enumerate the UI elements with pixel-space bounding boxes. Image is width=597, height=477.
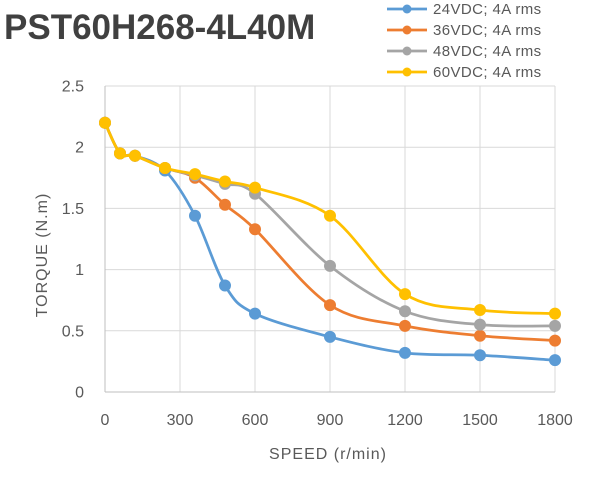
data-point bbox=[474, 303, 486, 316]
data-point bbox=[324, 209, 336, 222]
data-point bbox=[159, 162, 171, 175]
data-point bbox=[549, 334, 561, 347]
legend-entry-60vdc-4a-rms: 60VDC; 4A rms bbox=[387, 64, 542, 81]
y-tick-label: 2 bbox=[75, 140, 84, 157]
x-tick-label: 900 bbox=[317, 412, 344, 429]
x-tick-label: 600 bbox=[242, 412, 269, 429]
y-tick-label: 0.5 bbox=[62, 323, 84, 340]
data-point bbox=[549, 319, 561, 332]
legend: 24VDC; 4A rms 36VDC; 4A rms 48VDC; 4A rms 6… bbox=[387, 1, 542, 81]
x-tick-label: 0 bbox=[101, 412, 110, 429]
legend-label: 36VDC; 4A rms bbox=[433, 22, 542, 39]
legend-entry-36vdc-4a-rms: 36VDC; 4A rms bbox=[387, 22, 542, 39]
data-point bbox=[549, 307, 561, 320]
data-point bbox=[129, 149, 141, 162]
data-point bbox=[324, 330, 336, 343]
legend-marker bbox=[402, 25, 412, 35]
tick-labels: 0 0.5 1 1.5 2 2.5 0 300 600 900 1200 1500 1800 bbox=[62, 79, 573, 430]
y-tick-label: 1.5 bbox=[62, 201, 84, 218]
data-point bbox=[399, 288, 411, 301]
data-point bbox=[249, 307, 261, 320]
legend-marker bbox=[402, 67, 412, 77]
series-60vdc-4a-rms bbox=[99, 116, 561, 320]
data-point bbox=[219, 175, 231, 188]
legend-label: 48VDC; 4A rms bbox=[433, 43, 542, 60]
legend-marker bbox=[402, 4, 412, 14]
data-point bbox=[549, 354, 561, 367]
x-tick-label: 1500 bbox=[462, 412, 498, 429]
series-group bbox=[99, 116, 561, 367]
data-point bbox=[474, 349, 486, 362]
axes bbox=[104, 86, 555, 393]
gridlines bbox=[105, 85, 556, 392]
legend-label: 24VDC; 4A rms bbox=[433, 1, 542, 18]
legend-entry-48vdc-4a-rms: 48VDC; 4A rms bbox=[387, 43, 542, 60]
legend-marker bbox=[402, 46, 412, 56]
x-tick-label: 1200 bbox=[387, 412, 423, 429]
data-point bbox=[249, 181, 261, 194]
data-point bbox=[219, 279, 231, 292]
y-axis-title: TORQUE (N.m) bbox=[34, 193, 51, 318]
y-tick-label: 1 bbox=[75, 262, 84, 279]
data-point bbox=[249, 223, 261, 236]
data-point bbox=[324, 299, 336, 312]
x-tick-label: 1800 bbox=[537, 412, 573, 429]
x-tick-label: 300 bbox=[167, 412, 194, 429]
data-point bbox=[219, 198, 231, 211]
data-point bbox=[474, 318, 486, 331]
y-tick-label: 0 bbox=[75, 385, 84, 402]
data-point bbox=[99, 116, 111, 129]
data-point bbox=[399, 305, 411, 318]
data-point bbox=[399, 346, 411, 359]
data-point bbox=[474, 329, 486, 342]
data-point bbox=[399, 319, 411, 332]
data-point bbox=[189, 168, 201, 181]
chart-title: PST60H268-4L40M bbox=[4, 8, 315, 47]
y-tick-label: 2.5 bbox=[62, 79, 84, 96]
legend-entry-24vdc-4a-rms: 24VDC; 4A rms bbox=[387, 1, 542, 18]
data-point bbox=[189, 209, 201, 222]
data-point bbox=[324, 259, 336, 272]
x-axis-title: SPEED (r/min) bbox=[269, 446, 387, 463]
legend-label: 60VDC; 4A rms bbox=[433, 64, 542, 81]
data-point bbox=[114, 147, 126, 160]
